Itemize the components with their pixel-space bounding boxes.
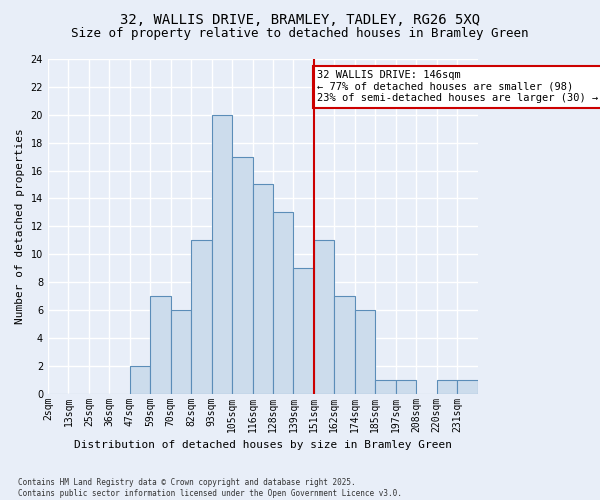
Bar bbox=[334, 296, 355, 394]
Bar bbox=[212, 115, 232, 394]
Text: 32 WALLIS DRIVE: 146sqm
← 77% of detached houses are smaller (98)
23% of semi-de: 32 WALLIS DRIVE: 146sqm ← 77% of detache… bbox=[317, 70, 598, 103]
Text: Contains HM Land Registry data © Crown copyright and database right 2025.
Contai: Contains HM Land Registry data © Crown c… bbox=[18, 478, 402, 498]
Bar bbox=[457, 380, 478, 394]
Bar bbox=[375, 380, 396, 394]
Text: Size of property relative to detached houses in Bramley Green: Size of property relative to detached ho… bbox=[71, 28, 529, 40]
X-axis label: Distribution of detached houses by size in Bramley Green: Distribution of detached houses by size … bbox=[74, 440, 452, 450]
Bar bbox=[355, 310, 375, 394]
Bar bbox=[170, 310, 191, 394]
Bar bbox=[437, 380, 457, 394]
Text: 32, WALLIS DRIVE, BRAMLEY, TADLEY, RG26 5XQ: 32, WALLIS DRIVE, BRAMLEY, TADLEY, RG26 … bbox=[120, 12, 480, 26]
Bar bbox=[314, 240, 334, 394]
Bar bbox=[273, 212, 293, 394]
Bar bbox=[396, 380, 416, 394]
Bar bbox=[130, 366, 150, 394]
Bar bbox=[191, 240, 212, 394]
Y-axis label: Number of detached properties: Number of detached properties bbox=[15, 128, 25, 324]
Bar bbox=[293, 268, 314, 394]
Bar bbox=[150, 296, 170, 394]
Bar bbox=[253, 184, 273, 394]
Bar bbox=[232, 156, 253, 394]
